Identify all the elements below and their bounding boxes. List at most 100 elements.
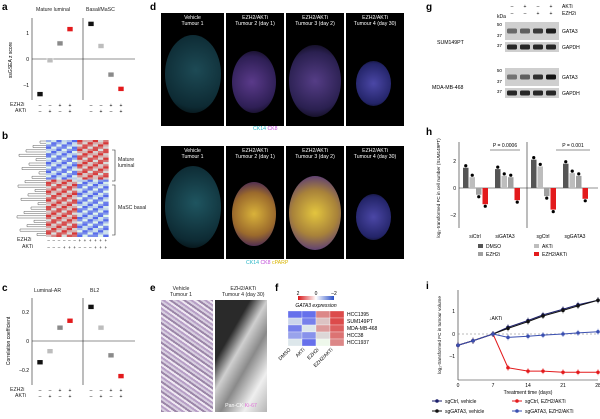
b-heat-cell bbox=[51, 195, 57, 198]
b-heat-cell bbox=[72, 168, 78, 171]
b-heat-cell bbox=[87, 142, 93, 145]
h-bar-1-1 bbox=[501, 175, 507, 188]
b-heat-cell bbox=[92, 155, 99, 158]
b-heat-cell bbox=[72, 177, 78, 180]
b-heat-cell bbox=[103, 206, 109, 209]
b-heat-cell bbox=[92, 208, 99, 211]
b-heat-cell bbox=[92, 225, 99, 229]
b-heat-cell bbox=[103, 177, 109, 180]
b-heat-cell bbox=[87, 223, 93, 226]
h-bar-0-1 bbox=[469, 177, 475, 188]
b-heat-cell bbox=[98, 144, 104, 147]
b-heat-cell bbox=[51, 148, 57, 152]
b-heat-cell bbox=[87, 148, 93, 152]
b-dendrogram-branch bbox=[27, 193, 46, 197]
b-heat-cell bbox=[61, 146, 67, 149]
c-mark-1-3 bbox=[117, 373, 125, 379]
b-heat-cell bbox=[46, 225, 52, 229]
i-point-3-4 bbox=[526, 334, 530, 339]
b-dendrogram-branch bbox=[39, 140, 46, 144]
b-heat-cell bbox=[51, 173, 57, 176]
b-heat-cell bbox=[82, 146, 88, 149]
b-heat-cell bbox=[72, 164, 78, 167]
b-dendrogram-branch bbox=[23, 211, 46, 214]
b-heat-cell bbox=[61, 153, 67, 156]
b-ezh2i-10: + bbox=[99, 238, 102, 243]
b-heat-cell bbox=[98, 162, 104, 165]
g-band-0-1 bbox=[520, 28, 530, 34]
b-heat-cell bbox=[87, 175, 93, 178]
g-akti-lane-2: – bbox=[537, 4, 540, 10]
h-legend-ezh2i: EZH2i bbox=[486, 252, 500, 258]
c-akti-1-2: – bbox=[110, 394, 113, 400]
b-heat-cell bbox=[82, 203, 88, 207]
b-heat-cell bbox=[92, 162, 99, 165]
f-scale-tick-2: 2 bbox=[297, 291, 300, 297]
b-heat-cell bbox=[66, 188, 73, 191]
b-heat-cell bbox=[46, 199, 52, 202]
b-heat-cell bbox=[66, 146, 73, 149]
b-heat-cell bbox=[46, 144, 52, 147]
b-akti-2: – bbox=[58, 245, 61, 250]
b-akti-11: + bbox=[104, 245, 107, 250]
b-heat-cell bbox=[66, 203, 73, 207]
a-ezh2i-1-1: – bbox=[100, 103, 103, 109]
b-heat-cell bbox=[98, 148, 104, 152]
h-group-3: sgCtrl bbox=[536, 234, 549, 240]
b-heat-cell bbox=[46, 168, 52, 171]
b-heat-cell bbox=[51, 166, 57, 169]
d-top-header-1: Vehicle Tumour 1 bbox=[181, 15, 204, 27]
b-heat-cell bbox=[103, 146, 109, 149]
a-akti-label: AKTi bbox=[15, 108, 27, 114]
panel-label-f: f bbox=[275, 283, 279, 294]
b-heat-cell bbox=[92, 206, 99, 209]
b-heat-cell bbox=[77, 217, 83, 220]
g-blot-3 bbox=[505, 88, 559, 98]
b-heat-cell bbox=[103, 173, 109, 176]
i-xtick-28: 28 bbox=[595, 383, 600, 389]
b-heat-cell bbox=[87, 184, 93, 187]
b-ezh2i-5: – bbox=[73, 238, 76, 243]
b-heat-cell bbox=[61, 177, 67, 180]
b-heat-cell bbox=[82, 197, 88, 200]
b-heat-cell bbox=[56, 223, 62, 226]
b-heat-cell bbox=[82, 148, 88, 152]
b-heat-cell bbox=[82, 184, 88, 187]
b-heat-cell bbox=[56, 192, 62, 196]
b-heat-cell bbox=[61, 168, 67, 171]
b-heat-cell bbox=[92, 186, 99, 189]
b-heat-cell bbox=[61, 155, 67, 158]
b-akti-3: + bbox=[63, 245, 66, 250]
g-band-2-1 bbox=[520, 74, 530, 80]
panel-c-plot: 0.2 0 –0.2 Correlation coefficient –––++… bbox=[6, 298, 135, 400]
b-heat-cell bbox=[56, 177, 62, 180]
h-legend-swatch-akti bbox=[534, 244, 539, 248]
b-heat-cell bbox=[56, 195, 62, 198]
b-heat-cell bbox=[72, 192, 78, 196]
b-heat-cell bbox=[61, 184, 67, 187]
b-heat-cell bbox=[61, 217, 67, 220]
b-heat-cell bbox=[72, 151, 78, 154]
b-heat-cell bbox=[82, 210, 88, 213]
b-heat-cell bbox=[56, 159, 62, 163]
b-heat-cell bbox=[72, 162, 78, 165]
h-ylabel: log₂-transformed FC in cell number (SUM1… bbox=[436, 138, 441, 238]
b-heat-cell bbox=[98, 157, 104, 160]
b-heat-cell bbox=[92, 230, 99, 233]
b-heat-cell bbox=[56, 219, 62, 222]
panel-label-i: i bbox=[426, 281, 429, 292]
i-legend-1: sgCtrl, vehicle bbox=[445, 399, 477, 405]
b-heat-cell bbox=[92, 170, 99, 174]
i-ytick-0: 0 bbox=[452, 332, 455, 338]
b-heat-cell bbox=[103, 186, 109, 189]
b-heat-cell bbox=[66, 166, 73, 169]
b-heat-cell bbox=[82, 225, 88, 229]
b-heat-cell bbox=[46, 203, 52, 207]
a-tick-1: 1 bbox=[26, 31, 29, 37]
b-heat-cell bbox=[82, 157, 88, 160]
b-heat-cell bbox=[82, 190, 88, 193]
b-heat-cell bbox=[61, 192, 67, 196]
g-band-1-0 bbox=[507, 44, 517, 50]
b-heat-cell bbox=[87, 146, 93, 149]
b-heat-cell bbox=[72, 159, 78, 163]
